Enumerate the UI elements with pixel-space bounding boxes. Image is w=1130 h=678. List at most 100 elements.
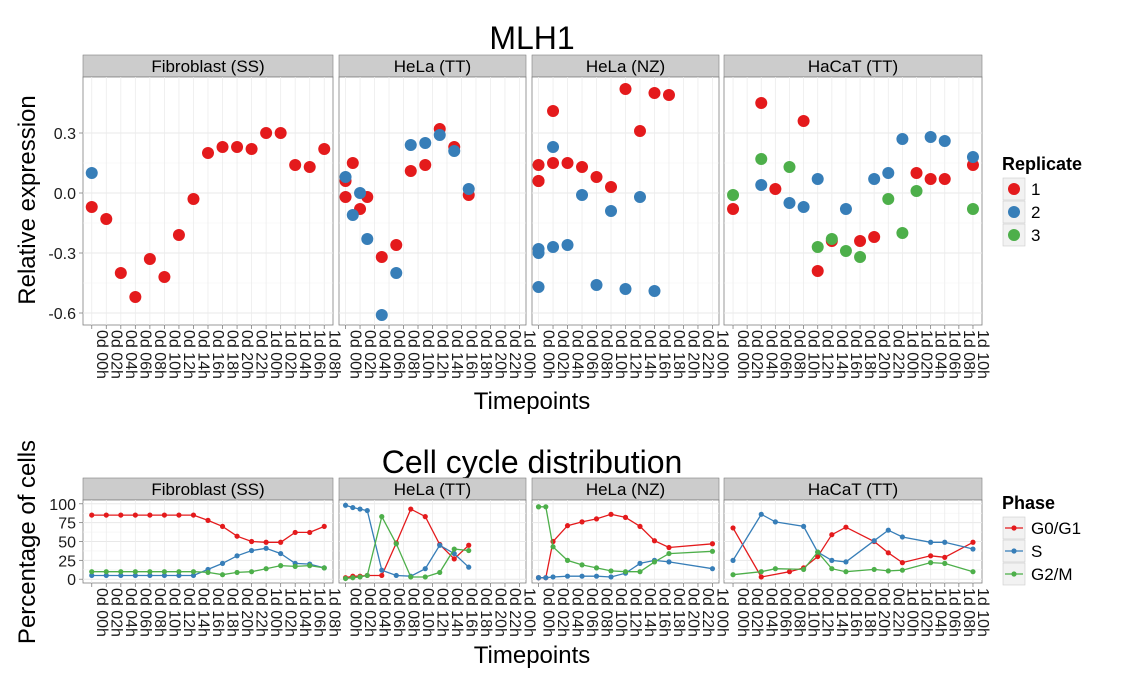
chart0-hacat-tt-xtick-label: 0d 18h: [861, 330, 878, 379]
chart0-hela-tt-xtick-label: 0d 20h: [491, 330, 508, 379]
chart1-hela-tt-xtick-label: 0d 00h: [347, 588, 364, 637]
chart0-fibroblast-ss-xtick-label: 0d 16h: [209, 330, 226, 379]
chart1-hela-nz-xtick-label: 0d 04h: [569, 588, 586, 637]
chart1-fibroblast-ss-series-g2-m-point: [321, 565, 327, 571]
chart0-hela-nz-xtick-label: 0d 16h: [655, 330, 672, 379]
chart1-fibroblast-ss-series-g2-m-point: [176, 569, 182, 575]
chart1-fibroblast-ss-series-g0-g1: [89, 512, 327, 545]
chart1-fibroblast-ss-xtick-label: 1d 08h: [325, 588, 342, 637]
chart1-hela-tt-series-g2-m: [342, 514, 472, 582]
chart0-hela-nz-series-2-point: [532, 281, 545, 293]
chart1-hacat-tt-series-g0-g1-point: [786, 569, 793, 575]
chart1-hacat-tt-series-s-point: [829, 557, 835, 563]
chart1-fibroblast-ss-series-g2-m-point: [248, 569, 255, 575]
chart1-hela-nz-series-g2-m-point: [637, 569, 643, 575]
chart0-fibroblast-ss-ytick-label: -0.3: [48, 246, 76, 263]
chart1-fibroblast-ss-series-g0-g1-point: [219, 523, 226, 530]
chart1-hela-nz-xtick-label: 0d 18h: [670, 588, 687, 637]
chart0-hela-tt-xtick-label: 0d 06h: [390, 330, 407, 379]
chart1-hela-tt-xtick-label: 0d 12h: [434, 588, 451, 637]
chart1-hacat-tt-series-g2-m-point: [829, 566, 835, 572]
chart1-hacat-tt-series-s-point: [758, 511, 764, 517]
chart1-hacat-tt-series-g2-m-point: [772, 566, 778, 572]
chart1-fibroblast-ss-xtick-label: 0d 22h: [253, 588, 270, 637]
chart0-hela-tt-xtick-label: 0d 12h: [434, 330, 451, 379]
chart0-hacat-tt-xtick-label: 0d 22h: [889, 330, 906, 379]
chart1-hela-tt-series-g2-m-point: [408, 574, 414, 580]
chart0-hacat-tt-series-2-point: [896, 133, 909, 145]
chart1-fibroblast-ss-strip-label: Fibroblast (SS): [151, 480, 264, 499]
chart1-hela-nz-series-g2-m-point: [622, 569, 629, 575]
chart1-hacat-tt-series-g0-g1-point: [758, 574, 764, 580]
chart1-hela-nz-xtick-label: 0d 00h: [540, 588, 557, 637]
chart1-hela-tt-xtick-label: 1d 00h: [520, 588, 537, 637]
chart1-fibroblast-ss-series-s-point: [103, 572, 109, 579]
chart0-fibroblast-ss-series-1-point: [260, 127, 273, 139]
chart0-hela-nz-series-2-point: [605, 205, 618, 217]
chart-title-top: MLH1: [489, 20, 574, 56]
chart0-hacat-tt-series-2-point: [938, 135, 951, 147]
chart1-fibroblast-ss-series-g2-m-point: [278, 563, 284, 569]
chart1-hela-nz-series-s-point: [550, 574, 556, 580]
chart0-hacat-tt-xtick-label: 0d 04h: [762, 330, 779, 379]
chart0-fibroblast-ss-strip-label: Fibroblast (SS): [151, 57, 264, 76]
chart0-hacat-tt-series-2-point: [811, 173, 824, 185]
chart1-hacat-tt-series-g0-g1-point: [942, 554, 948, 560]
chart0-hela-tt-series-2-point: [462, 183, 475, 195]
chart1-hacat-tt-xtick-label: 0d 08h: [790, 588, 807, 637]
chart1-hela-nz-series-g0-g1-point: [564, 523, 571, 529]
chart1-hela-tt-xtick-label: 0d 10h: [419, 588, 436, 637]
chart0-hacat-tt-series-2-point: [882, 167, 895, 179]
chart1-hela-tt-series-s-point: [350, 504, 356, 511]
chart1-fibroblast-ss-series-g2-m-point: [89, 569, 95, 575]
chart1-fibroblast-ss-ytick-label: 50: [58, 535, 76, 552]
chart1-fibroblast-ss-ytick-label: 25: [58, 553, 76, 570]
xlabel-top: Timepoints: [474, 388, 590, 415]
chart1-fibroblast-ss-series-s-point: [278, 550, 284, 557]
chart0-hela-nz-series-1-point: [648, 87, 661, 99]
chart0-fibroblast-ss-series-1-point: [114, 267, 127, 279]
chart0-fibroblast-ss-xtick-label: 0d 04h: [122, 330, 139, 379]
chart0-hela-tt-xtick-label: 0d 00h: [347, 330, 364, 379]
chart1-hela-nz-xtick-label: 0d 20h: [684, 588, 701, 637]
chart1-hela-nz-series-g2-m-point: [651, 559, 658, 565]
chart1-hela-nz-xtick-label: 0d 12h: [627, 588, 644, 637]
chart0-hacat-tt-xtick-label: 1d 00h: [903, 330, 920, 379]
chart1-hela-tt-series-s-point: [364, 507, 370, 514]
chart0-hacat-tt-series-2: [755, 131, 979, 215]
chart1-hela-nz-series-g2-m-point: [608, 568, 614, 574]
chart0-hela-tt-series-2-point: [404, 139, 417, 151]
chart0-hela-nz-xtick-label: 0d 12h: [627, 330, 644, 379]
chart1-hela-tt-series-s-point: [379, 567, 385, 573]
chart1-hela-nz-xtick-label: 0d 10h: [612, 588, 629, 637]
chart1-hacat-tt-xtick-label: 0d 06h: [776, 588, 793, 637]
chart1-hacat-tt-series-g2-m-point: [970, 569, 976, 575]
chart0-hacat-tt-series-2-point: [839, 203, 852, 215]
chart0-fibroblast-ss-ytick-label: 0.3: [54, 126, 76, 143]
chart1-fibroblast-ss-xtick-label: 1d 06h: [311, 588, 328, 637]
chart0-hela-nz-series-2-point: [619, 283, 632, 295]
chart1-fibroblast-ss-series-g0-g1-point: [103, 512, 109, 518]
chart1-hela-tt-xtick-label: 0d 14h: [448, 588, 465, 637]
chart1-hela-tt-series-g0-g1-point: [466, 542, 472, 548]
chart1-hela-nz-series-g2-m-point: [550, 544, 556, 550]
chart1-hacat-tt-series-g0-g1-point: [843, 524, 849, 530]
chart1-hela-tt-xtick-label: 0d 16h: [462, 588, 479, 637]
chart0-fibroblast-ss-series-1-point: [172, 229, 185, 241]
chart0-hela-nz-series-1-point: [532, 159, 545, 171]
chart1-hacat-tt-xtick-label: 0d 00h: [734, 588, 751, 637]
chart0-hela-tt-series-1-point: [346, 157, 359, 169]
chart1-hela-nz-series-s-point: [608, 574, 614, 580]
chart1-hela-nz-xtick-label: 0d 14h: [641, 588, 658, 637]
chart0-hacat-tt-series-3: [727, 153, 979, 263]
chart1-hela-tt-series-s-point: [357, 506, 363, 512]
chart1-fibroblast-ss-xtick-label: 0d 20h: [238, 588, 255, 637]
chart1-hela-tt-xtick-label: 0d 08h: [405, 588, 422, 637]
chart1-hacat-tt-series-g2-m-point: [885, 568, 891, 574]
legend-title: Replicate: [1002, 154, 1082, 174]
chart0-fibroblast-ss-series-1-point: [202, 147, 214, 159]
chart0-hela-nz-xtick-label: 0d 08h: [598, 330, 615, 379]
chart1-hela-tt-series-g2-m-point: [466, 547, 472, 554]
chart1-hacat-tt-xtick-label: 0d 16h: [847, 588, 864, 637]
